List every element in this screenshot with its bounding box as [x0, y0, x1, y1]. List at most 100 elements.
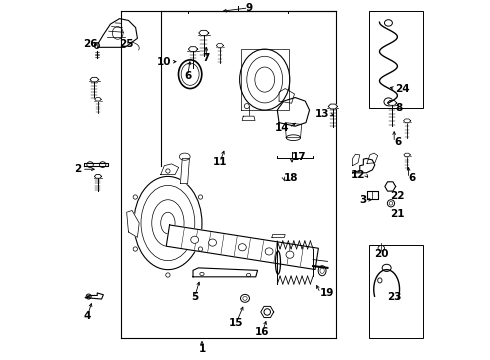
Polygon shape [90, 77, 98, 82]
Text: 11: 11 [213, 157, 227, 167]
Polygon shape [216, 44, 223, 48]
Ellipse shape [166, 169, 170, 173]
Polygon shape [95, 98, 101, 101]
Text: 16: 16 [255, 327, 270, 337]
Ellipse shape [385, 20, 392, 26]
Ellipse shape [134, 176, 202, 270]
Ellipse shape [161, 212, 175, 234]
Ellipse shape [133, 195, 137, 199]
Ellipse shape [240, 49, 290, 110]
Text: 6: 6 [184, 71, 191, 81]
Text: 5: 5 [191, 292, 198, 302]
Text: 23: 23 [387, 292, 401, 302]
Ellipse shape [86, 294, 91, 299]
Polygon shape [403, 119, 411, 123]
Ellipse shape [247, 56, 283, 103]
Ellipse shape [264, 309, 270, 315]
Text: 20: 20 [374, 248, 389, 258]
Polygon shape [388, 100, 397, 105]
Text: 2: 2 [74, 164, 82, 174]
Ellipse shape [166, 273, 170, 277]
Ellipse shape [179, 153, 190, 160]
Text: 14: 14 [275, 123, 290, 133]
Polygon shape [285, 123, 302, 138]
Ellipse shape [384, 98, 393, 106]
Bar [368, 244, 422, 338]
Ellipse shape [141, 185, 195, 261]
Text: 6: 6 [394, 138, 401, 147]
Ellipse shape [255, 67, 274, 92]
Polygon shape [385, 182, 395, 191]
Polygon shape [367, 153, 378, 163]
Text: 15: 15 [229, 319, 243, 328]
Polygon shape [98, 19, 137, 47]
Text: 4: 4 [83, 311, 91, 321]
Ellipse shape [382, 264, 391, 271]
Ellipse shape [99, 162, 106, 167]
Ellipse shape [389, 202, 393, 205]
Ellipse shape [389, 185, 392, 188]
Text: 6: 6 [409, 173, 416, 183]
Ellipse shape [246, 273, 251, 276]
Polygon shape [404, 153, 410, 157]
Ellipse shape [95, 42, 99, 48]
Ellipse shape [178, 60, 202, 89]
Text: 26: 26 [83, 39, 98, 49]
Ellipse shape [320, 268, 324, 273]
Text: 18: 18 [284, 173, 298, 183]
Ellipse shape [286, 251, 294, 258]
Ellipse shape [88, 163, 92, 166]
Polygon shape [161, 164, 179, 175]
Polygon shape [166, 225, 318, 270]
Text: 21: 21 [390, 209, 405, 219]
Polygon shape [193, 268, 258, 277]
Polygon shape [353, 154, 360, 166]
Polygon shape [199, 30, 209, 36]
Text: 8: 8 [395, 103, 403, 113]
Bar [368, 12, 422, 108]
Text: 12: 12 [351, 170, 366, 180]
Polygon shape [353, 158, 375, 173]
Ellipse shape [87, 162, 93, 167]
Polygon shape [279, 89, 294, 103]
Polygon shape [188, 47, 197, 51]
Text: 19: 19 [320, 288, 335, 298]
Ellipse shape [378, 278, 382, 283]
Ellipse shape [265, 248, 273, 255]
Ellipse shape [245, 104, 249, 109]
Ellipse shape [112, 27, 123, 39]
Polygon shape [95, 175, 101, 178]
Ellipse shape [209, 239, 217, 246]
Text: 24: 24 [395, 84, 410, 94]
Ellipse shape [87, 295, 90, 298]
Polygon shape [272, 234, 285, 237]
Text: 7: 7 [202, 53, 210, 63]
Ellipse shape [198, 195, 203, 199]
Polygon shape [84, 163, 108, 166]
Text: 22: 22 [390, 191, 405, 201]
Ellipse shape [198, 247, 203, 251]
Ellipse shape [388, 200, 394, 207]
Ellipse shape [286, 135, 300, 140]
Polygon shape [241, 49, 289, 110]
Text: 13: 13 [315, 109, 329, 119]
Text: 25: 25 [119, 39, 133, 49]
Ellipse shape [282, 104, 287, 109]
Ellipse shape [200, 273, 204, 275]
Polygon shape [277, 98, 310, 126]
Ellipse shape [181, 63, 199, 85]
Ellipse shape [101, 163, 104, 166]
Text: 10: 10 [157, 57, 172, 67]
Ellipse shape [152, 200, 184, 246]
Ellipse shape [243, 296, 247, 300]
Polygon shape [126, 211, 139, 237]
Ellipse shape [133, 247, 137, 251]
Ellipse shape [191, 236, 198, 243]
Polygon shape [180, 158, 190, 184]
Text: 9: 9 [245, 3, 252, 13]
Polygon shape [85, 293, 103, 299]
Ellipse shape [378, 246, 385, 251]
Polygon shape [328, 104, 338, 109]
Ellipse shape [275, 251, 280, 274]
Polygon shape [242, 116, 255, 121]
